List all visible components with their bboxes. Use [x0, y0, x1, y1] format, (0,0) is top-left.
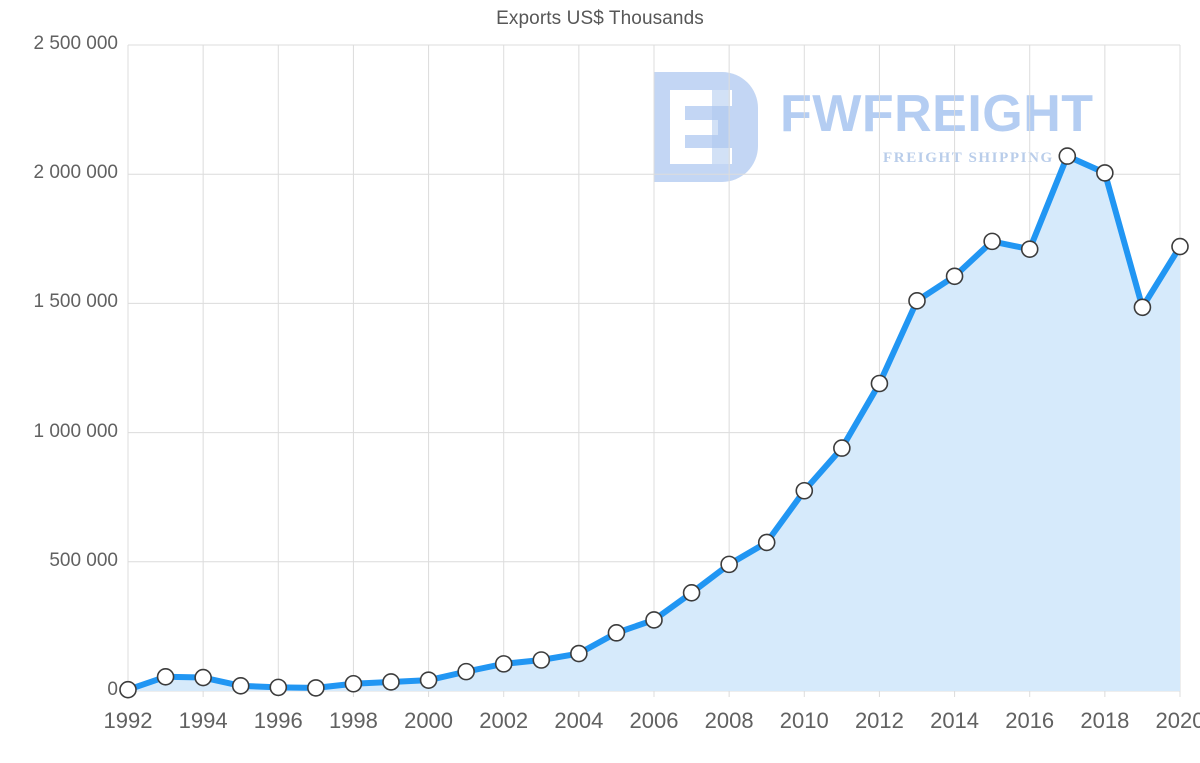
y-axis-tick-label: 2 500 000	[33, 33, 118, 54]
x-axis-tick-label: 1994	[178, 708, 228, 733]
chart-title: Exports US$ Thousands	[496, 8, 704, 29]
data-point-marker[interactable]	[570, 644, 588, 663]
x-axis-tick-label: 1996	[253, 708, 303, 733]
data-point-marker[interactable]	[757, 533, 776, 552]
x-axis-tick-label: 2016	[1005, 708, 1055, 733]
y-axis-tick-label: 2 000 000	[33, 162, 118, 184]
y-axis-tick-label: 1 000 000	[33, 420, 118, 442]
y-axis-tick-label: 0	[107, 679, 118, 700]
x-axis-tick-label: 2018	[1080, 708, 1130, 733]
data-point-marker[interactable]	[645, 611, 663, 629]
data-point-marker[interactable]	[1171, 237, 1189, 256]
x-axis-tick-label: 2014	[930, 708, 980, 733]
area-fill	[128, 156, 1180, 692]
data-point-marker[interactable]	[307, 679, 325, 697]
data-point-marker[interactable]	[194, 668, 212, 687]
data-point-marker[interactable]	[682, 584, 701, 602]
data-point-marker[interactable]	[1058, 147, 1077, 165]
data-point-marker[interactable]	[231, 677, 250, 695]
y-axis-tick-label: 500 000	[49, 549, 118, 571]
data-point-marker[interactable]	[1096, 164, 1114, 182]
x-axis-tick-label: 1998	[328, 708, 378, 733]
x-axis-tick-label: 2010	[779, 708, 829, 733]
data-point-marker[interactable]	[795, 481, 814, 500]
data-point-marker[interactable]	[382, 673, 400, 691]
x-axis-tick-label: 1992	[103, 708, 153, 733]
data-point-marker[interactable]	[607, 624, 626, 642]
data-point-marker[interactable]	[269, 678, 288, 697]
x-axis-tick-label: 2000	[404, 708, 454, 733]
data-point-marker[interactable]	[457, 662, 475, 681]
y-axis-tick-label: 1 500 000	[33, 291, 118, 313]
data-point-marker[interactable]	[1133, 298, 1152, 317]
x-axis-tick-label: 2006	[629, 708, 679, 733]
data-point-marker[interactable]	[156, 667, 175, 686]
data-point-marker[interactable]	[419, 671, 438, 689]
data-point-marker[interactable]	[983, 232, 1001, 251]
data-point-marker[interactable]	[908, 292, 926, 310]
x-axis-tick-label: 2008	[704, 708, 754, 733]
x-axis-tick-label: 2020	[1155, 708, 1200, 733]
data-point-marker[interactable]	[532, 651, 551, 669]
data-point-marker[interactable]	[344, 674, 363, 693]
data-point-marker[interactable]	[119, 680, 137, 699]
x-axis-tick-label: 2012	[854, 708, 904, 733]
x-axis-tick-label: 2002	[479, 708, 529, 733]
data-point-marker[interactable]	[720, 555, 738, 574]
data-point-marker[interactable]	[870, 374, 889, 393]
data-point-marker[interactable]	[1020, 240, 1039, 258]
data-point-marker[interactable]	[494, 655, 513, 673]
data-point-marker[interactable]	[945, 267, 964, 286]
data-point-marker[interactable]	[833, 439, 851, 457]
data-point-markers	[119, 147, 1189, 699]
x-axis-tick-label: 2004	[554, 708, 604, 733]
